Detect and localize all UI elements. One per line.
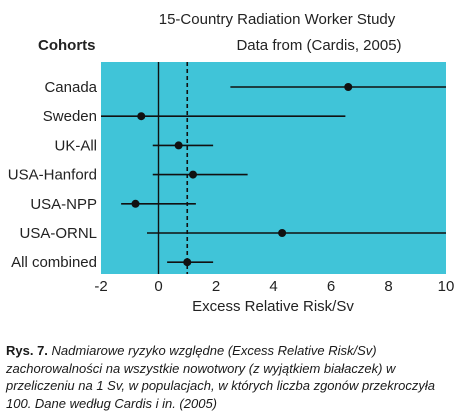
cohort-label: USA-Hanford [8, 167, 97, 184]
estimate-point [174, 141, 183, 150]
estimate-point [131, 199, 140, 208]
plot-area [101, 62, 446, 274]
estimate-point [183, 258, 192, 267]
estimate-point [189, 170, 197, 179]
x-tick-label: 10 [438, 278, 455, 295]
estimate-point [278, 229, 287, 237]
x-tick-label: 0 [154, 278, 162, 295]
estimate-point [137, 112, 146, 121]
caption-text: Nadmiarowe ryzyko względne (Excess Relat… [6, 343, 435, 411]
x-axis-label: Excess Relative Risk/Sv [192, 298, 354, 315]
caption-label: Rys. 7. [6, 343, 48, 358]
forest-plot: 15-Country Radiation Worker Study Cohort… [8, 11, 455, 315]
group-header: Cohorts [38, 37, 96, 54]
cohort-label: USA-ORNL [19, 225, 97, 242]
cohort-label: UK-All [54, 137, 97, 154]
x-tick-label: -2 [94, 278, 107, 295]
chart-title: 15-Country Radiation Worker Study [159, 11, 396, 28]
x-tick-label: 6 [327, 278, 335, 295]
cohort-label: Canada [44, 79, 97, 96]
chart-subtitle: Data from (Cardis, 2005) [236, 37, 401, 54]
cohort-label: Sweden [43, 108, 97, 125]
forest-plot-figure: 15-Country Radiation Worker Study Cohort… [8, 11, 455, 315]
cohort-label: All combined [11, 254, 97, 271]
x-tick-label: 4 [269, 278, 277, 295]
x-tick-label: 8 [384, 278, 392, 295]
x-tick-label: 2 [212, 278, 220, 295]
estimate-point [344, 83, 353, 91]
figure-caption: Rys. 7. Nadmiarowe ryzyko względne (Exce… [6, 342, 461, 412]
cohort-label: USA-NPP [30, 196, 97, 213]
